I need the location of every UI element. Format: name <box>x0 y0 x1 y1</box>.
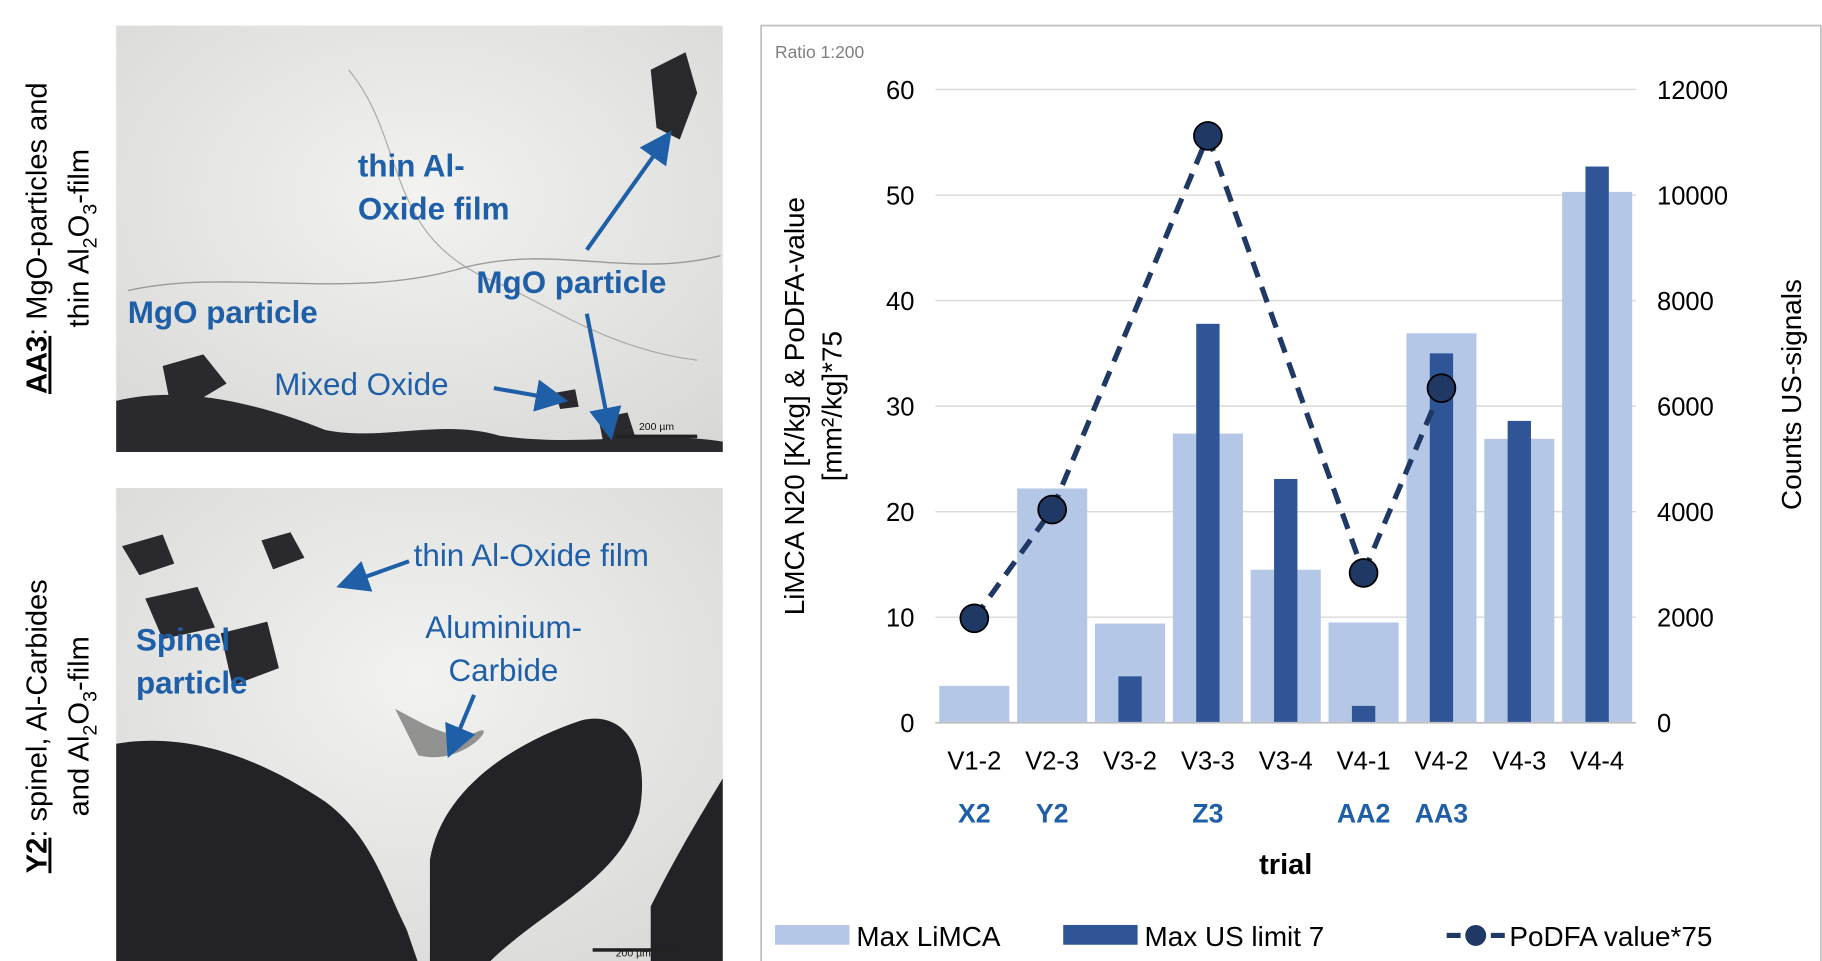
image-annotation: Aluminium- <box>425 610 582 645</box>
legend-swatch <box>1465 925 1486 946</box>
y-tick-label: 30 <box>886 393 914 421</box>
caption-segment: O <box>63 215 95 238</box>
caption-segment: 2 <box>79 237 101 248</box>
y-tick-label: 0 <box>900 710 914 738</box>
y2-tick-label: 0 <box>1657 710 1671 738</box>
image-annotation: Mixed Oxide <box>274 367 448 402</box>
y-axis-label: LiMCA N20 [K/kg] & PoDFA-value <box>779 197 810 615</box>
trial-code: AA3 <box>1415 799 1468 829</box>
caption-segment: thin Al <box>63 248 95 327</box>
bar <box>1118 676 1141 722</box>
y-tick-label: 10 <box>886 605 914 633</box>
panel-caption: and Al2O3-film <box>63 636 101 816</box>
caption-segment: and Al <box>63 736 95 817</box>
x-tick-label: V3-2 <box>1103 747 1157 775</box>
y-tick-label: 50 <box>886 182 914 210</box>
figure: Ratio 1:200 0 10 20 30 40 50 60 0 2000 4000 6000 800… <box>0 0 1822 961</box>
x-axis-label: trial <box>1259 849 1312 881</box>
bar <box>1352 706 1375 723</box>
x-tick-label: V4-3 <box>1492 747 1546 775</box>
x-tick-label: V3-3 <box>1181 747 1235 775</box>
y-tick-label: 40 <box>886 288 914 316</box>
image-annotation: Spinel <box>136 623 230 658</box>
legend-swatch <box>1063 925 1137 945</box>
bar <box>939 686 1009 723</box>
image-annotation: MgO particle <box>476 265 666 300</box>
y2-tick-label: 12000 <box>1657 77 1728 105</box>
trial-code: Y2 <box>1036 799 1069 829</box>
panel-caption: Y2: spinel, Al-Carbides <box>21 579 53 873</box>
scale-bar-label: 200 µm <box>639 422 674 433</box>
y2-tick-label: 6000 <box>1657 393 1714 421</box>
image-annotation: thin Al- <box>358 149 465 184</box>
line-marker <box>1038 496 1066 524</box>
y-tick-label: 60 <box>886 77 914 105</box>
image-annotation: Carbide <box>449 653 559 688</box>
legend-swatch <box>775 925 849 945</box>
x-tick-label: V4-4 <box>1570 747 1624 775</box>
scale-bar-label: 200 µm <box>616 948 651 959</box>
trial-code: Z3 <box>1192 799 1223 829</box>
caption-segment: O <box>63 702 95 725</box>
line-marker <box>1428 374 1456 402</box>
bar <box>1274 479 1297 723</box>
image-annotation: Oxide film <box>358 192 510 227</box>
y2-tick-label: 4000 <box>1657 499 1714 527</box>
y2-tick-label: 2000 <box>1657 605 1714 633</box>
line-marker <box>1350 559 1378 587</box>
caption-segment: 2 <box>79 725 101 736</box>
bar <box>1508 421 1531 723</box>
x-tick-label: V4-2 <box>1414 747 1468 775</box>
y2-tick-label: 10000 <box>1657 182 1728 210</box>
x-tick-label: V4-1 <box>1337 747 1391 775</box>
x-tick-label: V1-2 <box>947 747 1001 775</box>
panel-caption: AA3: MgO-particles and <box>21 82 53 394</box>
caption-segment: Y2 <box>21 838 53 874</box>
caption-segment: 3 <box>79 691 101 702</box>
legend-label: Max US limit 7 <box>1145 921 1325 952</box>
caption-segment: -film <box>63 636 95 691</box>
trial-code: X2 <box>958 799 991 829</box>
y-tick-label: 20 <box>886 499 914 527</box>
image-annotation: MgO particle <box>128 295 318 330</box>
panel-caption: thin Al2O3-film <box>63 149 101 328</box>
caption-segment: : spinel, Al-Carbides <box>21 579 53 837</box>
caption-segment: AA3 <box>21 336 53 394</box>
y2-tick-label: 8000 <box>1657 288 1714 316</box>
bar <box>1585 167 1608 723</box>
line-marker <box>1194 122 1222 150</box>
image-annotation: thin Al-Oxide film <box>414 538 649 573</box>
caption-segment: -film <box>63 149 95 204</box>
caption-segment: 3 <box>79 204 101 215</box>
legend-label: PoDFA value*75 <box>1509 921 1712 952</box>
legend-label: Max LiMCA <box>856 921 1000 952</box>
bar <box>1430 353 1453 722</box>
bar <box>1196 324 1219 723</box>
y-axis-label: [mm²/kg]*75 <box>816 331 847 481</box>
image-annotation: particle <box>136 666 248 701</box>
y2-axis-label: Counts US-signals <box>1776 279 1807 510</box>
line-marker <box>960 604 988 632</box>
x-tick-label: V2-3 <box>1025 747 1079 775</box>
x-tick-label: V3-4 <box>1259 747 1313 775</box>
chart-annotation: Ratio 1:200 <box>775 42 864 62</box>
trial-code: AA2 <box>1337 799 1390 829</box>
caption-segment: : MgO-particles and <box>21 82 53 335</box>
